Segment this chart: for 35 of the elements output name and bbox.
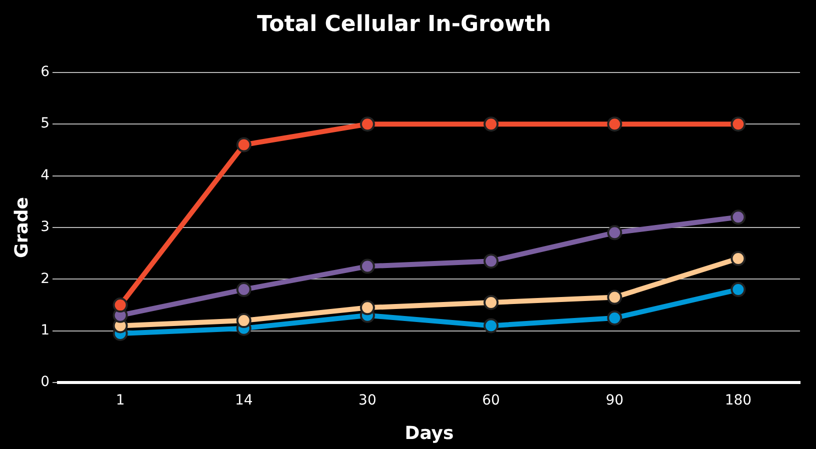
y-tick-label: 6 [40, 64, 50, 80]
y-tick-label: 2 [40, 270, 50, 287]
point [484, 116, 499, 132]
point [236, 313, 252, 328]
point [607, 310, 622, 326]
point [236, 137, 252, 152]
point [730, 282, 746, 298]
point [236, 282, 252, 298]
point [360, 116, 375, 132]
x-tick-label: 90 [606, 392, 624, 409]
y-tick-label: 4 [40, 167, 50, 184]
chart-title: Total Cellular In-Growth [257, 12, 551, 37]
y-tick-label: 3 [40, 219, 50, 236]
point [484, 254, 499, 269]
point [730, 210, 746, 225]
point [484, 318, 499, 334]
point [484, 294, 499, 310]
x-tick-label: 30 [358, 392, 376, 409]
point [360, 300, 375, 316]
x-axis-title: Days [404, 422, 454, 444]
point [607, 225, 622, 240]
x-tick-label: 180 [724, 392, 752, 409]
y-axis-title: Grade [11, 197, 32, 258]
x-tick-label: 1 [116, 392, 125, 409]
y-tick-label: 0 [40, 374, 50, 390]
point [730, 116, 746, 132]
point [112, 298, 128, 313]
point [607, 116, 622, 132]
x-tick-label: 60 [482, 392, 500, 409]
point [607, 290, 622, 305]
y-tick-label: 5 [40, 116, 50, 132]
x-tick-label: 14 [234, 392, 253, 409]
y-tick-label: 1 [40, 322, 50, 339]
point [730, 251, 746, 266]
point [360, 258, 375, 274]
